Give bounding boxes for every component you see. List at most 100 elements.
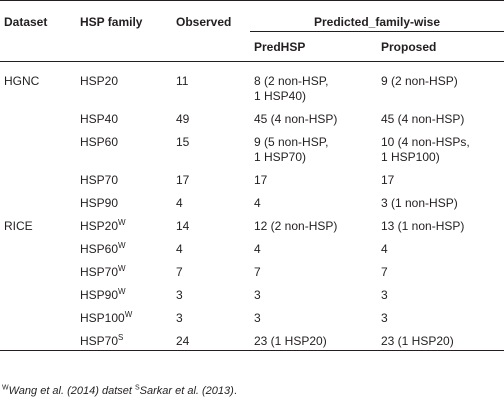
cell-dataset [0, 129, 76, 167]
cell-proposed: 3 [377, 305, 504, 328]
family-name: HSP20 [80, 74, 119, 88]
cell-predhsp: 12 (2 non-HSP) [250, 213, 377, 236]
cell-dataset: HGNC [4, 74, 40, 88]
cell-proposed: 13 (1 non-HSP) [377, 213, 504, 236]
cell-hsp-family: HSP60W [76, 236, 172, 259]
family-name: HSP20 [80, 218, 119, 233]
table-row: HSP60W 4 4 4 [0, 236, 504, 259]
predhsp-line: 17 [254, 172, 268, 187]
cell-proposed: 9 (2 non-HSP) [377, 62, 504, 106]
cell-observed: 17 [176, 172, 190, 187]
family-superscript: W [124, 309, 133, 319]
cell-observed: 3 [176, 310, 183, 325]
predhsp-line: 4 [254, 195, 261, 210]
family-name: HSP70 [80, 264, 119, 279]
cell-dataset [0, 327, 76, 351]
table-row: RICE HSP20W 14 12 (2 non-HSP) 13 (1 non-HSP) [0, 213, 504, 236]
footnote-mid-text: datset [98, 385, 135, 397]
cell-proposed: 10 (4 non-HSPs, 1 HSP100) [377, 129, 504, 167]
header-dataset: Dataset [0, 0, 76, 62]
cell-predhsp: 4 [250, 190, 377, 213]
family-superscript: W [118, 286, 126, 296]
cell-dataset [0, 236, 76, 259]
proposed-line: 3 (1 non-HSP) [381, 195, 458, 210]
family-superscript: W [118, 240, 126, 250]
cell-proposed: 7 [377, 259, 504, 282]
table-row: HSP70 17 17 17 [0, 167, 504, 190]
predhsp-line: 3 [254, 287, 261, 302]
family-name: HSP60 [80, 134, 119, 149]
predhsp-line: 1 HSP70) [254, 149, 307, 164]
proposed-line: 45 (4 non-HSP) [381, 111, 465, 126]
family-name: HSP40 [80, 111, 119, 126]
predhsp-line: 45 (4 non-HSP) [254, 111, 338, 126]
cell-observed: 15 [176, 134, 190, 149]
cell-predhsp: 7 [250, 259, 377, 282]
family-name: HSP70 [80, 333, 119, 348]
proposed-line: 1 HSP100) [381, 149, 440, 164]
footnote-sup-s: S [134, 384, 140, 392]
cell-observed: 14 [176, 218, 190, 233]
header-proposed: Proposed [377, 31, 504, 62]
footnote-sup-w: W [2, 384, 9, 392]
hsp-prediction-table: Dataset HSP family Observed Predicted_fa… [0, 0, 504, 351]
table-body: HGNC HSP20 11 8 (2 non-HSP, 1 HSP40) 9 (2 non… [0, 62, 504, 351]
table-row: HSP90 4 4 3 (1 non-HSP) [0, 190, 504, 213]
cell-dataset [0, 282, 76, 305]
table-row: HSP90W 3 3 3 [0, 282, 504, 305]
family-superscript: W [118, 217, 126, 227]
family-superscript: W [118, 263, 126, 273]
cell-hsp-family: HSP90W [76, 282, 172, 305]
cell-observed: 4 [176, 195, 183, 210]
cell-hsp-family: HSP40 [76, 106, 172, 129]
footnote-ref-sarkar: Sarkar et al. (2013) [139, 385, 234, 397]
table-row: HSP40 49 45 (4 non-HSP) 45 (4 non-HSP) [0, 106, 504, 129]
header-observed: Observed [172, 0, 250, 62]
footnote-ref-wang: Wang et al. (2014) [8, 385, 99, 397]
family-name: HSP60 [80, 241, 119, 256]
cell-dataset [0, 106, 76, 129]
cell-observed: 11 [176, 74, 189, 88]
proposed-line: 3 [381, 287, 388, 302]
predhsp-line: 4 [254, 241, 261, 256]
proposed-line: 13 (1 non-HSP) [381, 218, 465, 233]
table-row: HSP100W 3 3 3 [0, 305, 504, 328]
cell-hsp-family: HSP20 [76, 62, 172, 106]
results-table-container: Dataset HSP family Observed Predicted_fa… [0, 0, 504, 351]
cell-dataset [0, 167, 76, 190]
cell-observed: 4 [176, 241, 183, 256]
cell-proposed: 4 [377, 236, 504, 259]
header-predhsp: PredHSP [250, 31, 377, 62]
predhsp-line: 12 (2 non-HSP) [254, 218, 338, 233]
table-row: HGNC HSP20 11 8 (2 non-HSP, 1 HSP40) 9 (2 non… [0, 62, 504, 106]
cell-predhsp: 23 (1 HSP20) [250, 327, 377, 351]
table-row: HSP70W 7 7 7 [0, 259, 504, 282]
predhsp-line: 7 [254, 264, 261, 279]
cell-hsp-family: HSP100W [76, 305, 172, 328]
proposed-line: 17 [381, 172, 395, 187]
proposed-line: 9 (2 non-HSP) [381, 74, 458, 88]
cell-predhsp: 3 [250, 282, 377, 305]
cell-observed: 49 [176, 111, 190, 126]
family-name: HSP90 [80, 287, 119, 302]
proposed-line: 7 [381, 264, 388, 279]
cell-observed: 7 [176, 264, 183, 279]
header-hsp-family: HSP family [76, 0, 172, 62]
predhsp-line: 1 HSP40) [254, 89, 307, 103]
cell-proposed: 45 (4 non-HSP) [377, 106, 504, 129]
family-name: HSP90 [80, 195, 119, 210]
cell-dataset [0, 259, 76, 282]
proposed-line: 3 [381, 310, 388, 325]
cell-dataset [0, 190, 76, 213]
table-footnote: WWang et al. (2014) datset SSarkar et al… [2, 384, 237, 398]
header-predicted-family-wise: Predicted_family-wise [250, 0, 504, 32]
cell-hsp-family: HSP90 [76, 190, 172, 213]
table-row: HSP70S 24 23 (1 HSP20) 23 (1 HSP20) [0, 327, 504, 351]
proposed-line: 4 [381, 241, 388, 256]
predhsp-line: 23 (1 HSP20) [254, 333, 327, 348]
family-superscript: S [118, 332, 124, 342]
cell-dataset: RICE [4, 218, 33, 233]
cell-predhsp: 4 [250, 236, 377, 259]
cell-observed: 3 [176, 287, 183, 302]
cell-hsp-family: HSP60 [76, 129, 172, 167]
